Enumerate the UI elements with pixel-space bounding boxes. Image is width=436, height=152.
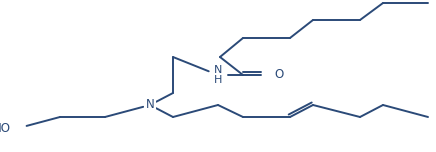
Text: O: O	[274, 69, 283, 81]
Text: HO: HO	[0, 123, 11, 135]
Text: N
H: N H	[214, 65, 222, 85]
Text: N: N	[146, 98, 154, 112]
